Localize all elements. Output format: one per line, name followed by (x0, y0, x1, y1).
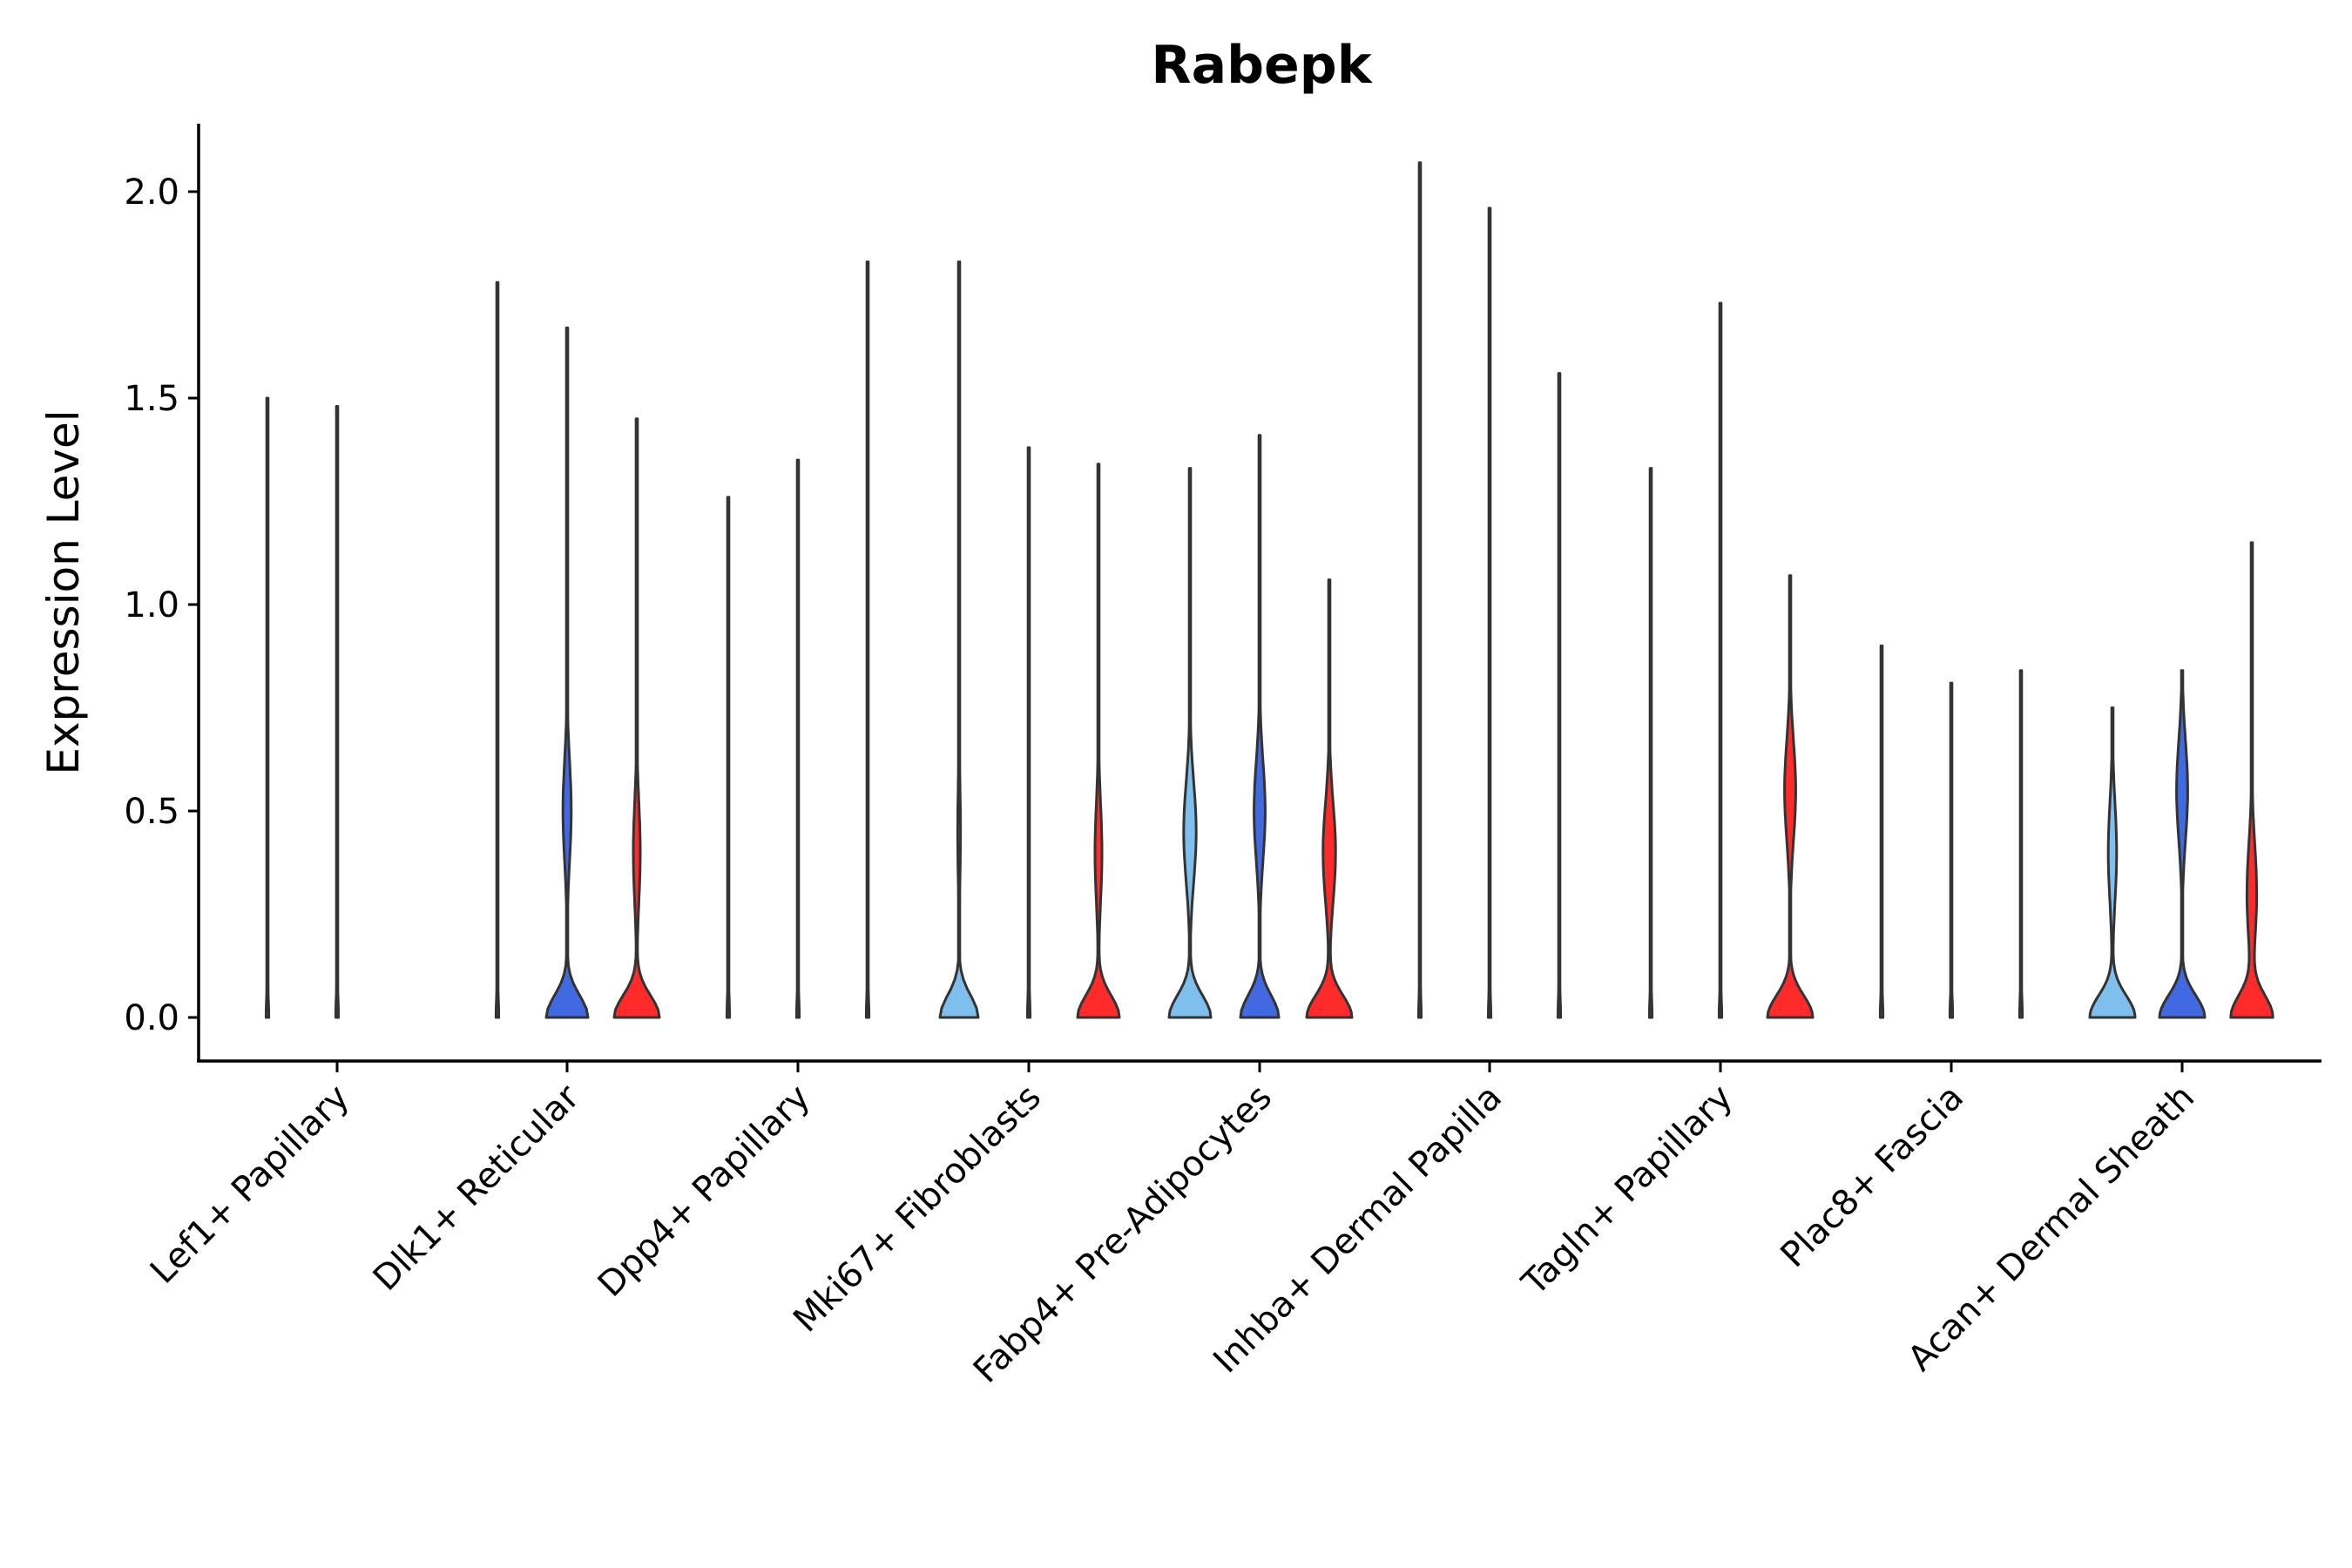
violin-2-1 (334, 405, 341, 1019)
y-axis-label: Expression Level (38, 409, 89, 774)
violin-2-4 (1025, 446, 1032, 1019)
violin-1-2 (494, 280, 501, 1019)
violin-1-1 (264, 396, 271, 1019)
violin-1-7 (1647, 467, 1654, 1019)
x-tick-label: Dpp4+ Papillary (591, 1078, 818, 1305)
violin-layer (264, 161, 2274, 1019)
violin-3-9 (2229, 541, 2274, 1019)
y-axis-ticks: 0.0 0.5 1.0 1.5 2.0 (124, 172, 199, 1038)
violin-3-7 (1766, 574, 1815, 1019)
violin-1-3 (725, 496, 732, 1019)
violin-1-4 (938, 260, 980, 1019)
violin-3-6 (1556, 372, 1563, 1019)
violin-2-7 (1717, 301, 1724, 1019)
violin-2-6 (1486, 206, 1493, 1019)
violin-3-2 (612, 417, 661, 1019)
violin-3-8 (2017, 669, 2024, 1019)
y-tick-label: 0.0 (124, 998, 179, 1038)
x-tick-label: Lef1+ Papillary (143, 1078, 357, 1292)
violin-3-4 (1076, 463, 1121, 1019)
x-tick-label: Dlk1+ Reticular (366, 1077, 588, 1299)
x-tick-label: Tagln+ Papillary (1514, 1078, 1740, 1304)
violin-1-9 (2088, 706, 2137, 1019)
x-tick-label: Mki67+ Fibroblasts (786, 1078, 1049, 1341)
x-tick-label: Plac8+ Fascia (1774, 1078, 1972, 1276)
y-tick-label: 1.5 (124, 379, 179, 419)
y-tick-label: 2.0 (124, 172, 179, 213)
violin-2-9 (2158, 669, 2207, 1019)
violin-2-3 (794, 458, 801, 1019)
violin-2-8 (1948, 681, 1955, 1019)
y-tick-label: 1.0 (124, 585, 179, 625)
violin-1-8 (1878, 644, 1885, 1019)
violin-2-2 (544, 326, 590, 1019)
violin-1-6 (1416, 161, 1423, 1019)
violin-1-5 (1167, 467, 1213, 1019)
x-axis-ticks: Lef1+ Papillary Dlk1+ Reticular Dpp4+ Papi… (143, 1061, 2202, 1391)
violin-3-3 (864, 260, 871, 1019)
violin-2-5 (1239, 434, 1281, 1019)
violin-3-5 (1305, 578, 1354, 1019)
chart-title: Rabepk (1151, 35, 1373, 96)
y-tick-label: 0.5 (124, 792, 179, 832)
